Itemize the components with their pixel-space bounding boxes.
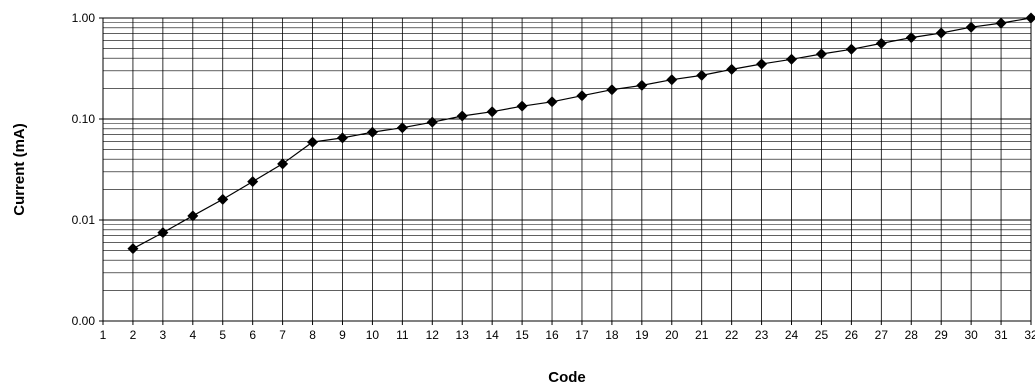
data-point: [546, 96, 558, 108]
x-tick-label: 13: [456, 328, 470, 342]
x-tick-label: 31: [994, 328, 1008, 342]
data-point: [127, 243, 139, 255]
data-point: [516, 100, 528, 112]
data-point: [815, 48, 827, 60]
data-point: [1025, 12, 1035, 24]
data-point: [187, 210, 199, 222]
x-tick-label: 14: [485, 328, 499, 342]
data-point: [486, 106, 498, 118]
grid-minor-lines: [103, 22, 1031, 322]
x-axis-title: Code: [548, 369, 586, 386]
x-tick-label: 9: [339, 328, 346, 342]
data-point: [217, 193, 229, 205]
x-tick-label: 3: [160, 328, 167, 342]
x-tick-label: 2: [130, 328, 137, 342]
data-point: [965, 21, 977, 33]
data-point: [726, 63, 738, 75]
data-point: [576, 90, 588, 102]
x-tick-label: 24: [785, 328, 799, 342]
x-tick-label: 27: [875, 328, 889, 342]
data-point: [756, 58, 768, 70]
data-point: [845, 43, 857, 55]
x-tick-label: 10: [366, 328, 380, 342]
grid-major-lines: [102, 18, 1032, 321]
y-tick-labels: 0.00 0.01 0.10 1.00: [72, 11, 103, 328]
data-point: [366, 126, 378, 138]
x-tick-label: 17: [575, 328, 589, 342]
x-tick-label: 8: [309, 328, 316, 342]
x-tick-label: 18: [605, 328, 619, 342]
x-tick-label: 20: [665, 328, 679, 342]
x-tick-label: 11: [396, 328, 409, 342]
x-tick-label: 4: [189, 328, 196, 342]
x-tick-label: 12: [426, 328, 440, 342]
data-point: [277, 158, 289, 170]
y-tick-label: 0.10: [72, 112, 96, 126]
y-axis-title: Current (mA): [11, 123, 28, 216]
x-tick-label: 15: [515, 328, 529, 342]
x-tick-label: 5: [219, 328, 226, 342]
data-point: [696, 69, 708, 81]
data-point: [875, 37, 887, 49]
data-point: [636, 79, 648, 91]
x-tick-label: 7: [279, 328, 286, 342]
y-tick-label: 0.00: [72, 314, 96, 328]
data-point: [426, 116, 438, 128]
data-point: [935, 27, 947, 39]
x-tick-label: 25: [815, 328, 829, 342]
x-tick-label: 28: [905, 328, 919, 342]
data-point: [606, 84, 618, 96]
data-point: [995, 17, 1007, 29]
x-tick-labels: 1 2 3 4 5 6 7 8 9 10 11 12 13 14 15 16 17 18 19 20 21 22 23 24 2…: [100, 321, 1035, 342]
data-point: [666, 74, 678, 86]
x-tick-label: 1: [100, 328, 107, 342]
x-tick-label: 26: [845, 328, 859, 342]
x-tick-label: 16: [545, 328, 559, 342]
y-tick-label: 0.01: [72, 213, 96, 227]
data-point: [456, 110, 468, 122]
y-tick-label: 1.00: [72, 11, 96, 25]
data-point: [786, 53, 798, 65]
x-tick-label: 22: [725, 328, 739, 342]
data-point: [396, 122, 408, 134]
x-tick-label: 21: [695, 328, 709, 342]
x-tick-label: 23: [755, 328, 769, 342]
plot-frame: [102, 17, 1032, 322]
x-tick-label: 30: [964, 328, 978, 342]
x-tick-label: 6: [249, 328, 256, 342]
x-tick-label: 32: [1024, 328, 1035, 342]
data-point: [336, 132, 348, 144]
x-tick-label: 19: [635, 328, 649, 342]
x-tick-label: 29: [935, 328, 949, 342]
data-point: [157, 227, 169, 239]
data-point: [247, 176, 259, 188]
data-point: [307, 136, 319, 148]
data-markers: [127, 12, 1035, 255]
data-point: [905, 32, 917, 44]
